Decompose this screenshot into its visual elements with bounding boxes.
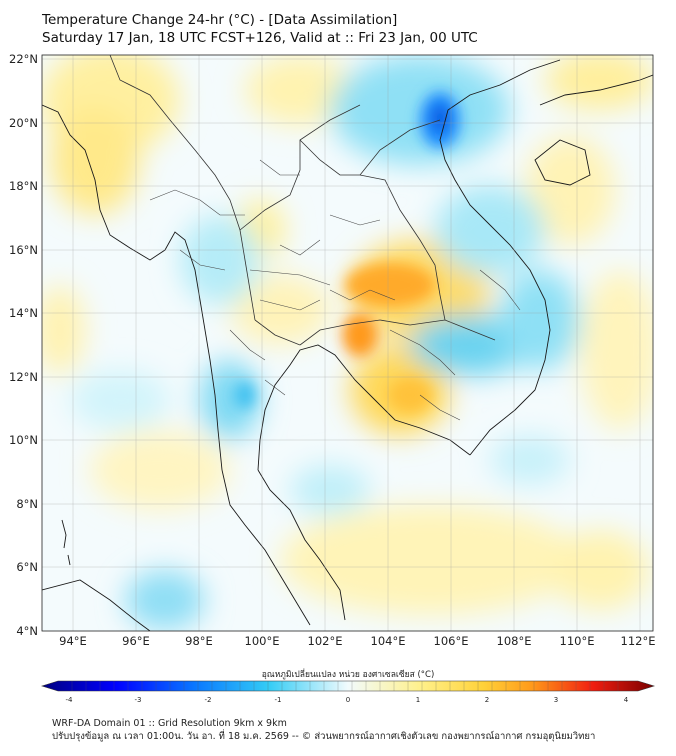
lon-tick-label: 108°E [497, 634, 532, 648]
lon-tick-label: 96°E [122, 634, 150, 648]
colorbar-tick: 2 [485, 696, 489, 704]
lat-tick-label: 10°N [9, 433, 38, 447]
lat-tick-label: 8°N [16, 497, 38, 511]
lat-tick-label: 20°N [9, 116, 38, 130]
lon-tick-label: 98°E [185, 634, 213, 648]
lat-tick-label: 22°N [9, 52, 38, 66]
colorbar-tick: 4 [624, 696, 629, 704]
colorbar-tick: -3 [135, 696, 142, 704]
colorbar: อุณหภูมิเปลี่ยนแปลง หน่วย องศาเซลเซียส (… [40, 668, 656, 704]
lat-tick-label: 4°N [16, 624, 38, 638]
coastlines [42, 55, 653, 631]
lon-tick-label: 112°E [621, 634, 656, 648]
map-title: Temperature Change 24-hr (°C) - [Data As… [42, 12, 398, 28]
temperature-field [42, 55, 653, 631]
footer-model-info: WRF-DA Domain 01 :: Grid Resolution 9km … [52, 718, 287, 729]
lat-tick-label: 6°N [16, 560, 38, 574]
map-subtitle: Saturday 17 Jan, 18 UTC FCST+126, Valid … [42, 30, 478, 46]
lat-tick-label: 18°N [9, 179, 38, 193]
colorbar-tick: 0 [346, 696, 350, 704]
lat-tick-label: 12°N [9, 370, 38, 384]
footer-credit: ปรับปรุงข้อมูล ณ เวลา 01:00น. วัน อา. ที… [52, 731, 596, 742]
lon-tick-label: 106°E [434, 634, 469, 648]
colorbar-tick: -2 [205, 696, 212, 704]
lon-tick-label: 102°E [308, 634, 343, 648]
colorbar-bar [40, 680, 656, 692]
plot-frame [41, 54, 654, 632]
latitude-axis: 22°N 20°N 18°N 16°N 14°N 12°N 10°N 8°N 6… [9, 52, 38, 638]
lat-tick-label: 14°N [9, 306, 38, 320]
colorbar-tick: 1 [416, 696, 420, 704]
lon-tick-label: 100°E [245, 634, 280, 648]
colorbar-tick: -1 [275, 696, 282, 704]
colorbar-tick: 3 [554, 696, 558, 704]
lon-tick-label: 94°E [59, 634, 87, 648]
lat-tick-label: 16°N [9, 243, 38, 257]
graticule [42, 55, 653, 631]
lon-tick-label: 110°E [560, 634, 595, 648]
lon-tick-label: 104°E [371, 634, 406, 648]
colorbar-label: อุณหภูมิเปลี่ยนแปลง หน่วย องศาเซลเซียส (… [262, 668, 435, 680]
colorbar-tick: -4 [66, 696, 74, 704]
longitude-axis: 94°E 96°E 98°E 100°E 102°E 104°E 106°E 1… [59, 634, 655, 648]
